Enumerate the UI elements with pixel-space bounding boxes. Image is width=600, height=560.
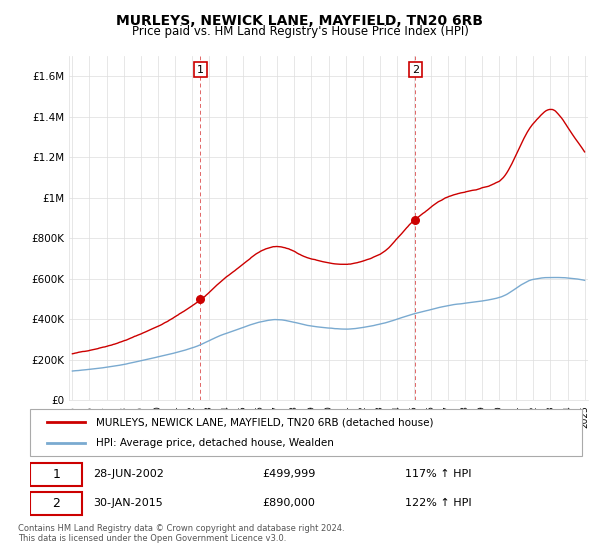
Text: 117% ↑ HPI: 117% ↑ HPI xyxy=(406,469,472,479)
Text: 28-JUN-2002: 28-JUN-2002 xyxy=(94,469,164,479)
FancyBboxPatch shape xyxy=(30,409,582,456)
Text: £890,000: £890,000 xyxy=(262,498,315,508)
Point xyxy=(410,216,420,225)
Text: 2: 2 xyxy=(53,497,61,510)
Text: HPI: Average price, detached house, Wealden: HPI: Average price, detached house, Weal… xyxy=(96,438,334,448)
FancyBboxPatch shape xyxy=(30,463,82,486)
Text: 30-JAN-2015: 30-JAN-2015 xyxy=(94,498,163,508)
Text: 1: 1 xyxy=(197,64,204,74)
Text: MURLEYS, NEWICK LANE, MAYFIELD, TN20 6RB: MURLEYS, NEWICK LANE, MAYFIELD, TN20 6RB xyxy=(116,14,484,28)
Text: 122% ↑ HPI: 122% ↑ HPI xyxy=(406,498,472,508)
Text: Price paid vs. HM Land Registry's House Price Index (HPI): Price paid vs. HM Land Registry's House … xyxy=(131,25,469,38)
FancyBboxPatch shape xyxy=(30,492,82,515)
Text: Contains HM Land Registry data © Crown copyright and database right 2024.
This d: Contains HM Land Registry data © Crown c… xyxy=(18,524,344,543)
Text: £499,999: £499,999 xyxy=(262,469,315,479)
Text: MURLEYS, NEWICK LANE, MAYFIELD, TN20 6RB (detached house): MURLEYS, NEWICK LANE, MAYFIELD, TN20 6RB… xyxy=(96,417,434,427)
Text: 2: 2 xyxy=(412,64,419,74)
Point xyxy=(196,295,205,304)
Text: 1: 1 xyxy=(53,468,61,481)
